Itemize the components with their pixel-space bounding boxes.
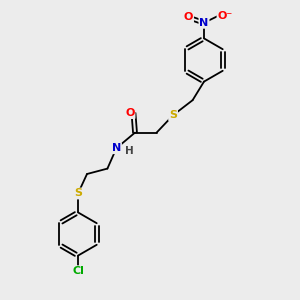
Text: H: H — [124, 146, 134, 156]
Text: Cl: Cl — [72, 266, 84, 276]
Text: O⁻: O⁻ — [218, 11, 233, 21]
Text: S: S — [74, 188, 82, 199]
Text: S: S — [169, 110, 177, 120]
Text: N: N — [200, 18, 208, 28]
Text: N: N — [112, 143, 121, 153]
Text: O: O — [125, 108, 135, 118]
Text: O: O — [184, 12, 193, 22]
